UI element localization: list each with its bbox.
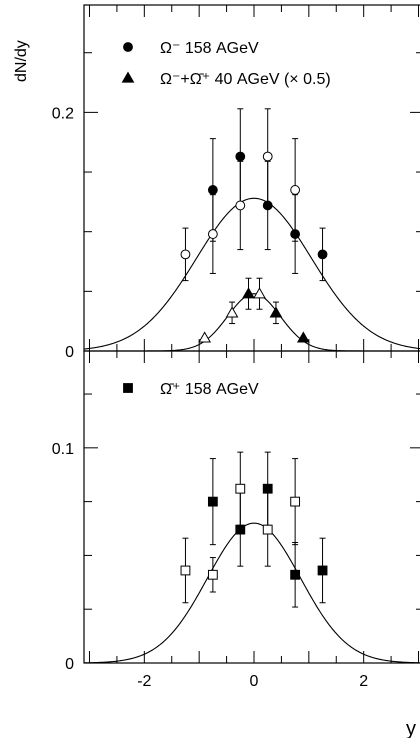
top-data-point xyxy=(269,306,283,318)
bottom-data-point xyxy=(207,496,218,507)
top-data-points xyxy=(180,108,328,343)
top-data-point xyxy=(235,200,246,211)
bottom-data-point xyxy=(235,483,246,494)
top-data-point xyxy=(253,287,266,299)
bottom-ticks: 0 0.1 -2 0 2 xyxy=(52,351,420,690)
top-legend: Ω⁻ 158 AGeV Ω⁻+Ω̄⁺ 40 AGeV (× 0.5) xyxy=(121,40,331,88)
x-tick-label: -2 xyxy=(137,673,151,690)
top-y-tick-label: 0.2 xyxy=(52,105,74,122)
bottom-legend-label: Ω̄⁺ 158 AGeV xyxy=(160,381,259,398)
top-legend-marker xyxy=(121,71,135,83)
top-data-point xyxy=(198,331,212,343)
bottom-legend-marker xyxy=(123,383,133,393)
top-data-point xyxy=(317,249,328,260)
bottom-y-tick-label: 0.1 xyxy=(52,441,74,458)
top-data-point xyxy=(180,249,191,260)
top-y-tick-label: 0 xyxy=(65,344,74,361)
top-legend-label: Ω⁻+Ω̄⁺ 40 AGeV (× 0.5) xyxy=(160,71,331,88)
top-ticks: 00.2 xyxy=(52,5,420,361)
x-axis-label: y xyxy=(406,718,416,738)
top-fit-curve-0 xyxy=(83,197,420,350)
top-data-point xyxy=(225,306,239,318)
bottom-data-point xyxy=(262,524,273,535)
top-legend-label: Ω⁻ 158 AGeV xyxy=(160,40,259,57)
bottom-fit-curves xyxy=(83,522,420,664)
top-data-point xyxy=(290,185,301,195)
bottom-panel: y 0 0.1 -2 0 2 Ω̄⁺ 158 AGeV xyxy=(52,350,420,738)
bottom-fit-curve-0 xyxy=(83,522,420,664)
top-data-point xyxy=(235,151,246,162)
bottom-data-point xyxy=(180,565,191,576)
top-fit-curve-1 xyxy=(84,293,420,352)
top-y-axis-label: dN/dy xyxy=(13,40,30,82)
top-data-point xyxy=(207,185,218,195)
bottom-data-point xyxy=(290,496,301,507)
top-data-point xyxy=(207,229,218,239)
bottom-data-point xyxy=(262,483,273,494)
top-fit-curves xyxy=(83,197,420,352)
x-tick-label: 2 xyxy=(359,673,368,690)
bottom-legend: Ω̄⁺ 158 AGeV xyxy=(123,381,259,398)
bottom-data-point xyxy=(235,524,246,535)
x-tick-label: 0 xyxy=(250,673,259,690)
bottom-y-tick-label: 0 xyxy=(65,656,74,673)
top-data-point xyxy=(242,287,255,299)
top-data-point xyxy=(262,151,273,162)
top-legend-marker xyxy=(123,42,133,52)
bottom-data-point xyxy=(317,565,328,576)
bottom-data-points xyxy=(180,451,328,608)
top-data-point xyxy=(296,331,310,343)
bottom-data-point xyxy=(290,569,301,580)
bottom-data-point xyxy=(207,569,218,580)
